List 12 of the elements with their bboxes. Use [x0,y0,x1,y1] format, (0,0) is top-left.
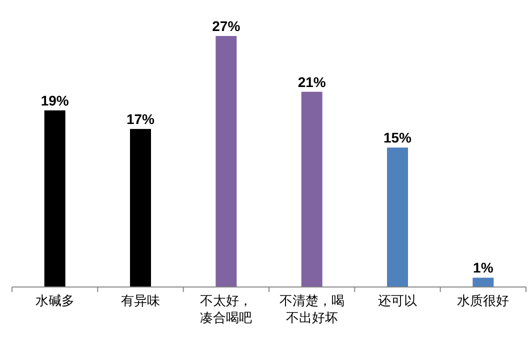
x-tick-label: 有异味 [121,293,160,308]
x-tick-label: 不太好，凑合喝吧 [200,293,252,325]
x-tick-label: 水碱多 [35,293,74,308]
x-tick-label: 还可以 [378,293,417,308]
data-label: 15% [383,130,412,146]
data-label: 17% [126,110,156,127]
data-label: 1% [473,260,494,276]
data-label: 27% [212,18,241,34]
x-tick-label: 水质很好 [457,293,510,308]
data-label: 19% [40,92,70,108]
x-tick-label: 不清楚，喝不出好坏 [279,293,344,325]
data-label: 21% [298,74,326,90]
